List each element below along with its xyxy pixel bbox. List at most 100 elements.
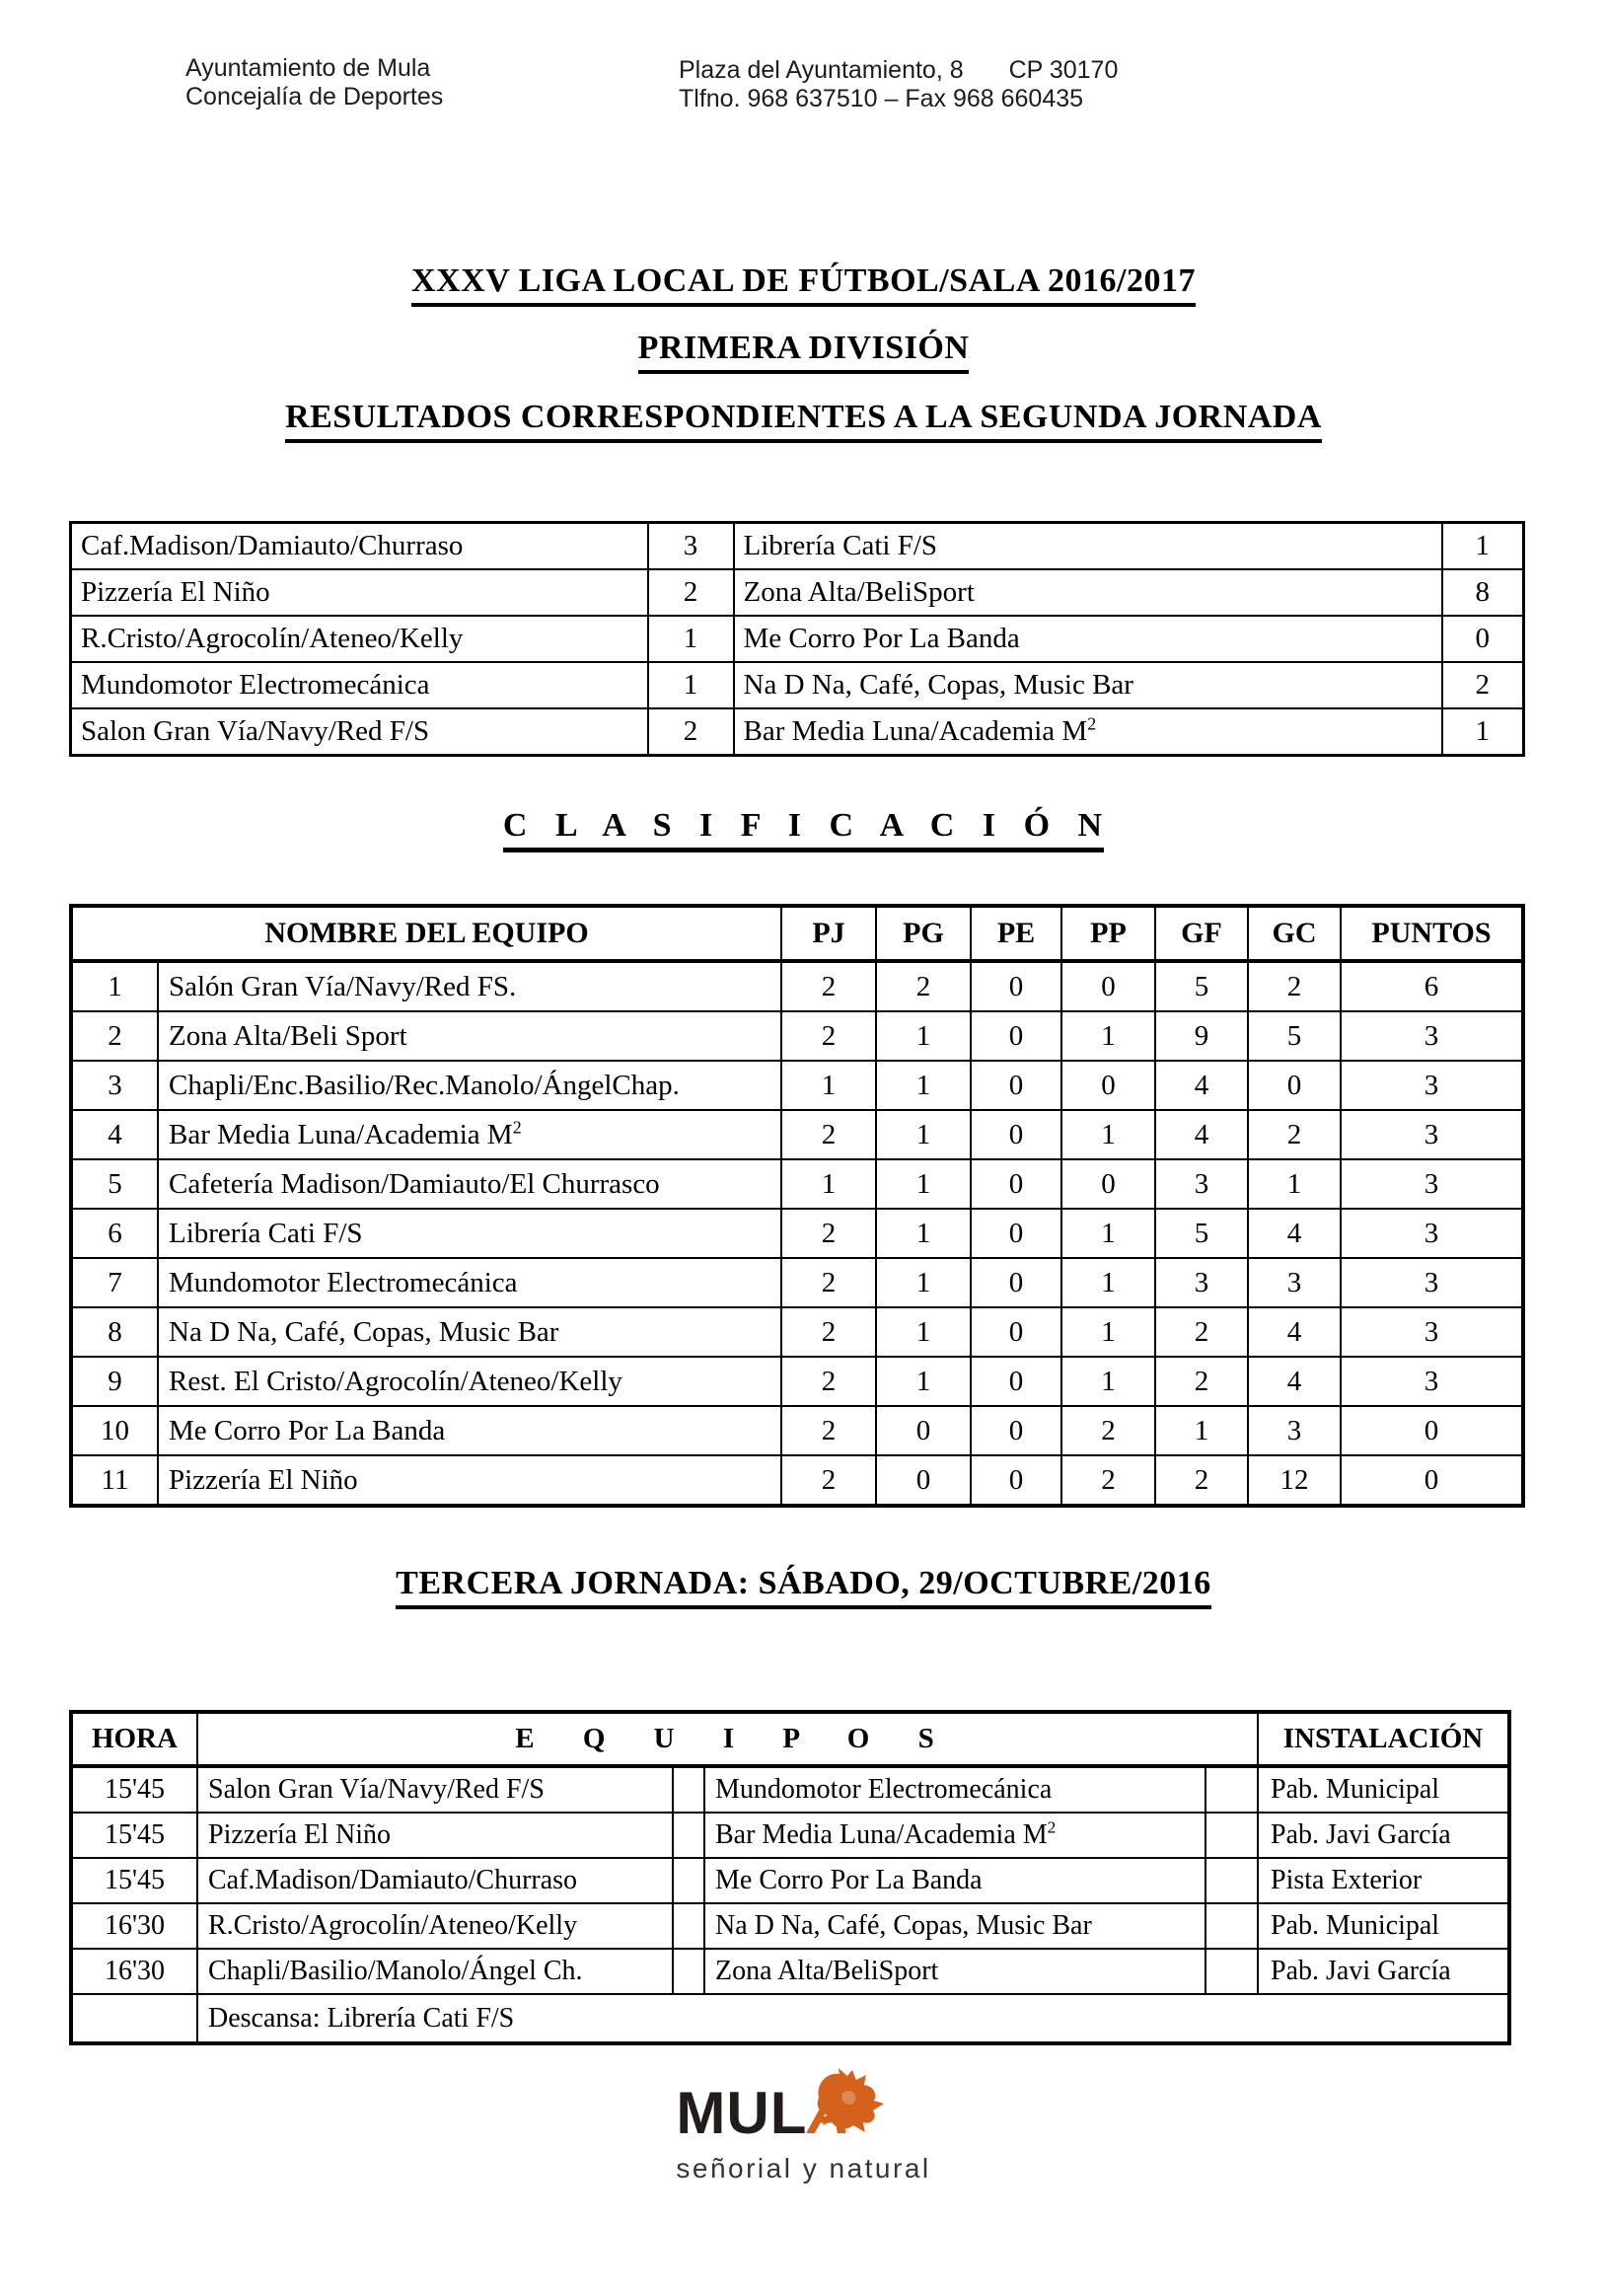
position-cell: 8 <box>70 1306 159 1358</box>
gf-cell: 3 <box>1154 1158 1249 1210</box>
gf-cell: 2 <box>1154 1454 1249 1507</box>
classification-table: NOMBRE DEL EQUIPO PJ PG PE PP GF GC PUNT… <box>69 904 1525 1508</box>
classification-row: 11 Pizzería El Niño 2 0 0 2 2 12 0 <box>70 1454 1524 1507</box>
pp-cell: 1 <box>1060 1010 1156 1062</box>
team-name-cell: Bar Media Luna/Academia M2 <box>157 1109 782 1160</box>
away-team-cell: Zona Alta/BeliSport <box>732 568 1443 617</box>
spacer-cell <box>672 1902 705 1950</box>
venue-cell: Pab. Javi García <box>1257 1948 1510 1995</box>
pe-cell: 0 <box>970 1405 1062 1456</box>
spacer-cell <box>672 1857 705 1904</box>
pp-cell: 2 <box>1060 1454 1156 1507</box>
away-score-cell: 0 <box>1440 615 1525 663</box>
classification-row: 2 Zona Alta/Beli Sport 2 1 0 1 9 5 3 <box>70 1010 1524 1062</box>
rest-note-cell: Descansa: Librería Cati F/S <box>196 1993 1510 2044</box>
position-cell: 5 <box>70 1158 159 1210</box>
home-score-cell: 2 <box>646 707 735 757</box>
classification-row: 10 Me Corro Por La Banda 2 0 0 2 1 3 0 <box>70 1405 1524 1456</box>
spacer-cell <box>1205 1812 1259 1859</box>
pj-cell: 2 <box>780 960 877 1012</box>
puntos-cell: 3 <box>1340 1109 1524 1160</box>
pj-cell: 2 <box>780 1356 877 1407</box>
time-cell: 16'30 <box>70 1902 198 1950</box>
logo-text-black: MUL <box>676 2080 808 2146</box>
pp-cell: 2 <box>1060 1405 1156 1456</box>
pg-cell: 2 <box>875 960 972 1012</box>
venue-cell: Pab. Municipal <box>1257 1902 1510 1950</box>
home-team-cell: Caf.Madison/Damiauto/Churraso <box>69 521 649 570</box>
pe-cell: 0 <box>970 1356 1062 1407</box>
puntos-cell: 3 <box>1340 1208 1524 1259</box>
pg-cell: 1 <box>875 1257 972 1308</box>
away-team-cell: Me Corro Por La Banda <box>732 615 1443 663</box>
results-row: Pizzería El Niño 2 Zona Alta/BeliSport 8 <box>69 568 1525 617</box>
pp-cell: 0 <box>1060 960 1156 1012</box>
street-address: Plaza del Ayuntamiento, 8 <box>679 56 964 84</box>
team1-cell: R.Cristo/Agrocolín/Ateneo/Kelly <box>196 1902 674 1950</box>
logo-text-accent: A <box>807 2068 884 2146</box>
header-pj: PJ <box>780 905 877 963</box>
away-score-cell: 8 <box>1440 568 1525 617</box>
team1-cell: Caf.Madison/Damiauto/Churraso <box>196 1857 674 1904</box>
results-table: Caf.Madison/Damiauto/Churraso 3 Librería… <box>69 521 1525 757</box>
pg-cell: 1 <box>875 1306 972 1358</box>
schedule-table: HORA E Q U I P O S INSTALACIÓN 15'45 Sal… <box>69 1710 1511 2045</box>
away-score-cell: 1 <box>1440 707 1525 757</box>
away-team-cell: Bar Media Luna/Academia M2 <box>732 707 1443 757</box>
gc-cell: 4 <box>1247 1208 1342 1259</box>
position-cell: 4 <box>70 1109 159 1160</box>
position-cell: 10 <box>70 1405 159 1456</box>
schedule-rest-row: Descansa: Librería Cati F/S <box>70 1993 1510 2044</box>
pg-cell: 1 <box>875 1109 972 1160</box>
pg-cell: 1 <box>875 1010 972 1062</box>
classification-row: 7 Mundomotor Electromecánica 2 1 0 1 3 3… <box>70 1257 1524 1308</box>
puntos-cell: 3 <box>1340 1158 1524 1210</box>
pp-cell: 0 <box>1060 1060 1156 1111</box>
venue-cell: Pab. Municipal <box>1257 1765 1510 1814</box>
team-name-cell: Cafetería Madison/Damiauto/El Churrasco <box>157 1158 782 1210</box>
classification-row: 3 Chapli/Enc.Basilio/Rec.Manolo/ÁngelCha… <box>70 1060 1524 1111</box>
puntos-cell: 3 <box>1340 1257 1524 1308</box>
classification-row: 6 Librería Cati F/S 2 1 0 1 5 4 3 <box>70 1208 1524 1259</box>
team-name-cell: Chapli/Enc.Basilio/Rec.Manolo/ÁngelChap. <box>157 1060 782 1111</box>
classification-row: 4 Bar Media Luna/Academia M2 2 1 0 1 4 2… <box>70 1109 1524 1160</box>
pg-cell: 1 <box>875 1158 972 1210</box>
schedule-row: 16'30 R.Cristo/Agrocolín/Ateneo/Kelly Na… <box>70 1902 1510 1950</box>
away-team-cell: Librería Cati F/S <box>732 521 1443 570</box>
schedule-row: 15'45 Pizzería El Niño Bar Media Luna/Ac… <box>70 1812 1510 1859</box>
position-cell: 7 <box>70 1257 159 1308</box>
gc-cell: 1 <box>1247 1158 1342 1210</box>
pp-cell: 1 <box>1060 1356 1156 1407</box>
time-cell: 16'30 <box>70 1948 198 1995</box>
pp-cell: 1 <box>1060 1208 1156 1259</box>
puntos-cell: 0 <box>1340 1405 1524 1456</box>
pg-cell: 1 <box>875 1208 972 1259</box>
team2-cell: Me Corro Por La Banda <box>703 1857 1206 1904</box>
classification-heading: C L A S I F I C A C I Ó N <box>0 807 1607 852</box>
header-equipos: E Q U I P O S <box>196 1711 1259 1768</box>
title-league: XXXV LIGA LOCAL DE FÚTBOL/SALA 2016/2017 <box>0 262 1607 307</box>
mula-logo-wordmark: MULA <box>676 2068 930 2149</box>
gf-cell: 9 <box>1154 1010 1249 1062</box>
gf-cell: 3 <box>1154 1257 1249 1308</box>
header-hora: HORA <box>70 1711 198 1768</box>
gc-cell: 2 <box>1247 1109 1342 1160</box>
title-division: PRIMERA DIVISIÓN <box>0 330 1607 374</box>
venue-cell: Pista Exterior <box>1257 1857 1510 1904</box>
position-cell: 11 <box>70 1454 159 1507</box>
pg-cell: 1 <box>875 1356 972 1407</box>
time-cell: 15'45 <box>70 1812 198 1859</box>
spacer-cell <box>1205 1948 1259 1995</box>
gf-cell: 5 <box>1154 1208 1249 1259</box>
gc-cell: 2 <box>1247 960 1342 1012</box>
team1-cell: Pizzería El Niño <box>196 1812 674 1859</box>
team1-cell: Salon Gran Vía/Navy/Red F/S <box>196 1765 674 1814</box>
pj-cell: 2 <box>780 1208 877 1259</box>
spacer-cell <box>672 1948 705 1995</box>
gc-cell: 0 <box>1247 1060 1342 1111</box>
header-pp: PP <box>1060 905 1156 963</box>
pj-cell: 2 <box>780 1405 877 1456</box>
away-score-cell: 1 <box>1440 521 1525 570</box>
classification-row: 9 Rest. El Cristo/Agrocolín/Ateneo/Kelly… <box>70 1356 1524 1407</box>
